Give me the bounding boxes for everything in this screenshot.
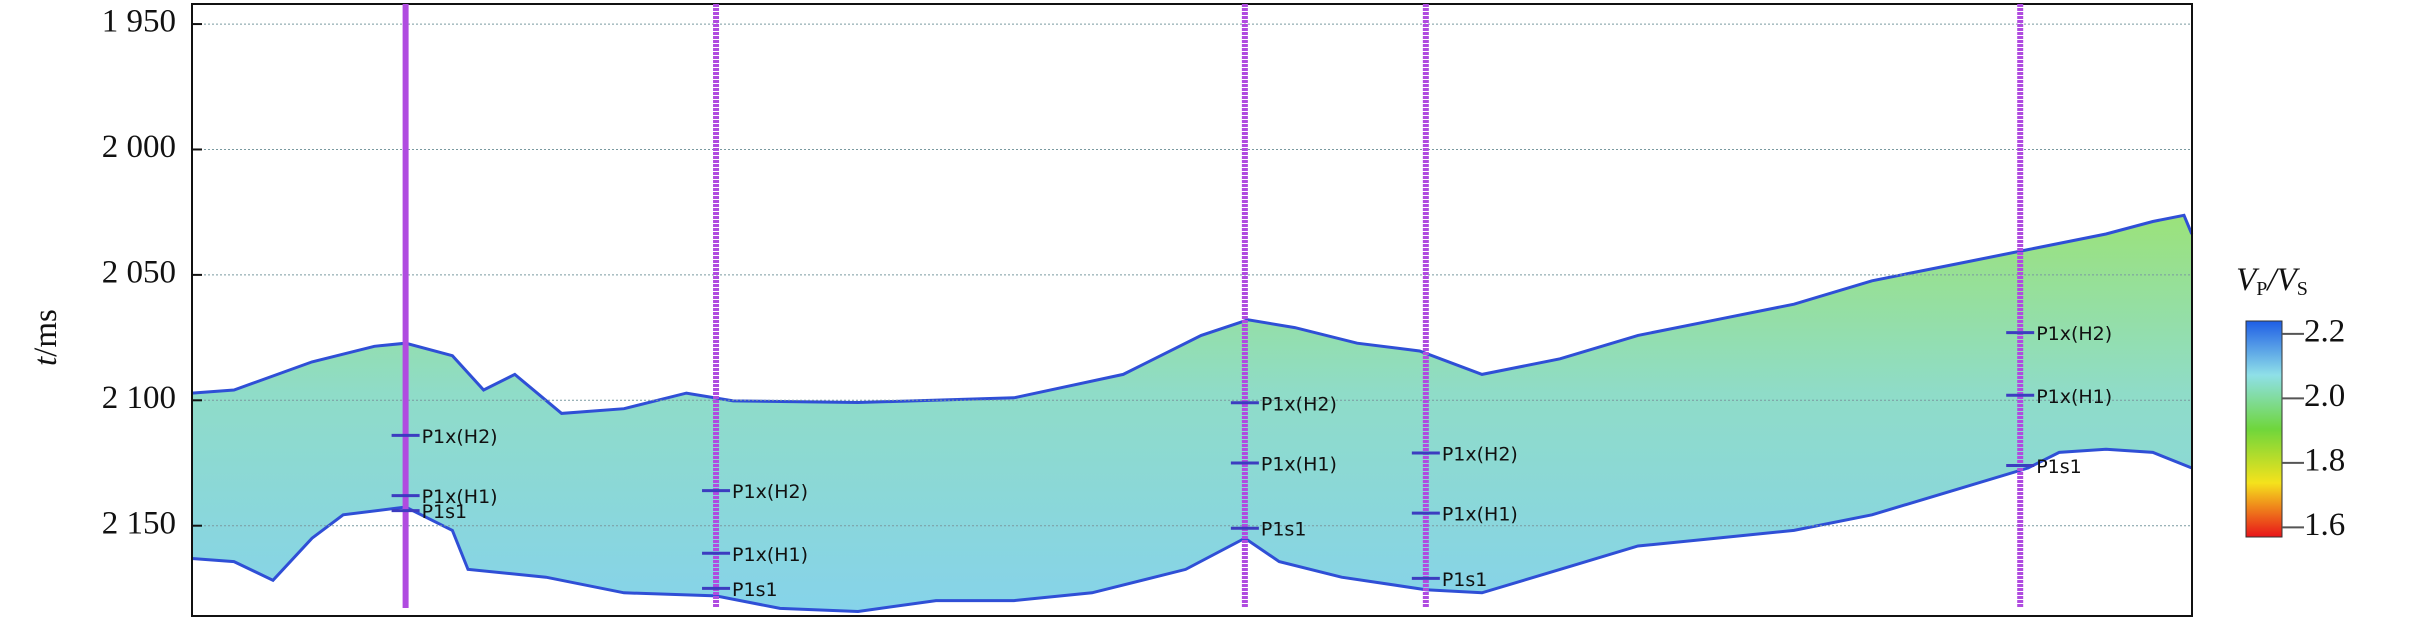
top-boundary (191, 213, 2194, 415)
colorbar-tick-label: 1.6 (2304, 507, 2345, 543)
colorbar-tick-label: 2.0 (2304, 378, 2345, 414)
marker-label: P1x(H1) (2036, 386, 2112, 408)
y-tick-label: 2 100 (102, 380, 176, 416)
y-label-part: t (28, 356, 64, 366)
colorbar-title-part: P (2256, 278, 2267, 300)
y-axis-label: t/ms (28, 309, 64, 366)
marker-label: P1x(H1) (1442, 504, 1518, 526)
colorbar-title: VP/VS (2236, 262, 2308, 300)
marker-label: P1s1 (1442, 569, 1488, 591)
plot-frame (191, 3, 2193, 617)
y-tick-label: 1 950 (102, 4, 176, 40)
y-label-part: /ms (28, 309, 64, 357)
colorbar-title-part: V (2236, 262, 2260, 298)
marker-label: P1x(H2) (1261, 393, 1337, 415)
marker-label: P1s1 (732, 579, 778, 601)
marker-label: P1x(H1) (732, 544, 808, 566)
marker-label: P1x(H1) (422, 486, 498, 508)
colorbar-title-part: S (2297, 278, 2308, 300)
marker-label: P1x(H1) (1261, 454, 1337, 476)
colorbar-tick-label: 1.8 (2304, 442, 2345, 478)
marker-label: P1x(H2) (732, 481, 808, 503)
y-tick-label: 2 150 (102, 505, 176, 541)
colorbar (2245, 320, 2283, 538)
marker-label: P1x(H2) (1442, 443, 1518, 465)
section-body (191, 215, 2192, 612)
colorbar-tick-label: 2.2 (2304, 313, 2345, 349)
marker-label: P1x(H2) (422, 426, 498, 448)
marker-label: P1x(H2) (2036, 323, 2112, 345)
y-tick-label: 2 000 (102, 129, 176, 165)
marker-label: P1s1 (2036, 456, 2082, 478)
bottom-boundary (191, 447, 2193, 614)
colorbar-title-part: /V (2265, 262, 2300, 298)
y-tick-label: 2 050 (102, 254, 176, 290)
marker-label: P1s1 (422, 501, 468, 523)
marker-label: P1s1 (1261, 519, 1307, 541)
